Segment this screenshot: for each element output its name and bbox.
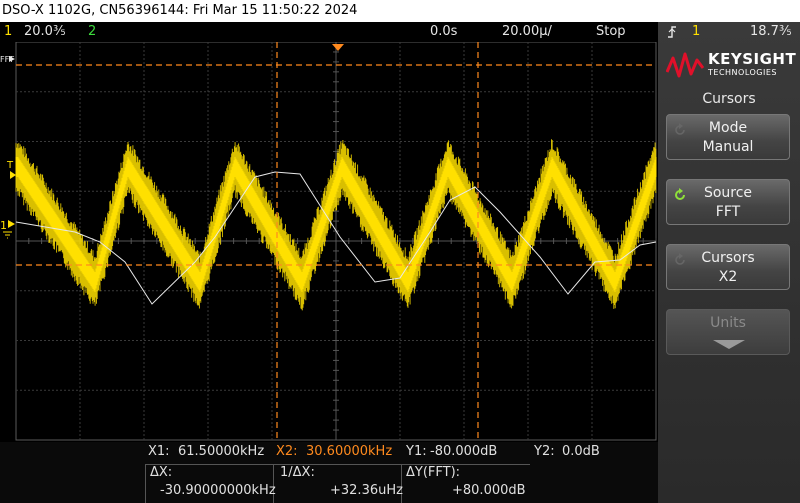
delta-x-cell — [145, 464, 274, 503]
trigger-level-arrow — [10, 171, 16, 179]
status-bar: 1 20.0⅗ 2 0.0s 20.00µ/ Stop — [0, 22, 658, 42]
fft-trace — [15, 171, 657, 305]
trigger-edge-icon — [668, 26, 676, 38]
ch2-number[interactable]: 2 — [88, 24, 97, 39]
inv-delta-x-label: 1/ΔX: — [280, 465, 315, 480]
trigger-level-marker[interactable]: T — [6, 160, 14, 171]
fft-marker-arrow — [9, 56, 15, 62]
delta-y-value: +80.000dB — [452, 483, 526, 498]
inv-delta-x-value: +32.36uHz — [330, 483, 403, 498]
time-delay[interactable]: 0.0s — [430, 24, 458, 39]
ch1-number[interactable]: 1 — [4, 24, 13, 39]
submenu-arrow-icon — [713, 340, 745, 349]
ch1-scale[interactable]: 20.0⅗ — [24, 24, 66, 39]
mode-label: Mode — [708, 120, 748, 136]
y2-label: Y2: — [534, 444, 555, 459]
menu-title: Cursors — [702, 91, 756, 107]
source-label: Source — [703, 185, 753, 201]
x1-value: 61.50000kHz — [178, 444, 265, 459]
ch1-ground-marker[interactable]: 1 — [0, 219, 7, 232]
trigger-level[interactable]: 18.7⅗ — [750, 24, 792, 39]
trigger-status: 1 18.7⅗ — [658, 22, 800, 42]
run-state[interactable]: Stop — [596, 24, 626, 39]
trigger-source[interactable]: 1 — [692, 24, 701, 39]
y1-label: Y1: — [406, 444, 427, 459]
keysight-wave-icon — [666, 52, 704, 78]
y1-value: -80.000dB — [430, 444, 498, 459]
x1-label: X1: — [148, 444, 170, 459]
time-scale[interactable]: 20.00µ/ — [502, 24, 552, 39]
cursor-readout: X1: 61.50000kHz X2: 30.60000kHz Y1: -80.… — [0, 442, 658, 503]
y2-value: 0.0dB — [562, 444, 600, 459]
cursors-value: X2 — [718, 269, 738, 285]
ground-icon — [3, 231, 12, 239]
cursors-softkey[interactable]: Cursors X2 — [666, 244, 790, 290]
ch1-ground-arrow — [8, 220, 15, 228]
source-softkey[interactable]: Source FFT — [666, 179, 790, 225]
x2-label: X2: — [276, 444, 298, 459]
ch1-trace-noise — [15, 157, 657, 292]
delta-y-label: ΔY(FFT): — [406, 465, 461, 480]
brand-logo: KEYSIGHT TECHNOLOGIES — [666, 48, 797, 84]
units-softkey[interactable]: Units — [666, 309, 790, 355]
brand-name: KEYSIGHT — [708, 50, 797, 68]
side-panel: 1 18.7⅗ KEYSIGHT TECHNOLOGIES Cursors Mo… — [658, 22, 800, 503]
trigger-position-marker[interactable] — [332, 44, 344, 51]
fft-marker: FFT — [0, 55, 14, 64]
mode-value: Manual — [702, 139, 754, 155]
units-label: Units — [710, 315, 746, 331]
brand-sub: TECHNOLOGIES — [708, 68, 777, 77]
window-title: DSO-X 1102G, CN56396144: Fri Mar 15 11:5… — [0, 0, 800, 22]
delta-x-value: -30.90000000kHz — [160, 483, 276, 498]
x2-value: 30.60000kHz — [306, 444, 393, 459]
source-value: FFT — [715, 204, 741, 220]
cursors-label: Cursors — [701, 250, 755, 266]
inv-delta-x-cell — [273, 464, 402, 503]
delta-x-label: ΔX: — [150, 465, 173, 480]
rotate-knob-icon — [675, 123, 685, 135]
mode-softkey[interactable]: Mode Manual — [666, 114, 790, 160]
rotate-knob-icon — [675, 188, 685, 200]
waveform-display[interactable]: FFT T 1 — [0, 42, 658, 442]
rotate-knob-icon — [675, 253, 685, 265]
delta-y-cell — [401, 464, 530, 503]
waveform-canvas: FFT T 1 — [0, 42, 657, 441]
